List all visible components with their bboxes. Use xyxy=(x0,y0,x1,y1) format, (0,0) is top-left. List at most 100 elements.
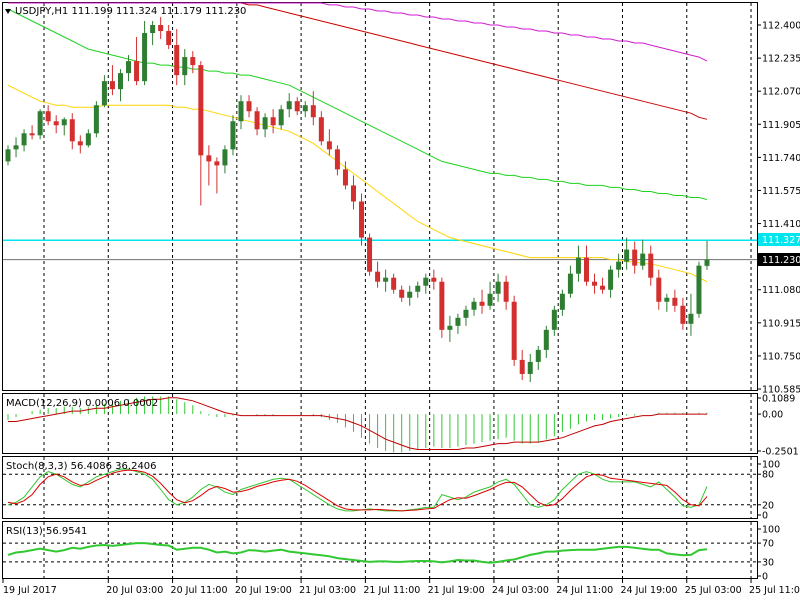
price-tick-label-0: 112.400 xyxy=(762,21,800,32)
rsi-pane-frame xyxy=(2,521,758,579)
main-header: USDJPY,H1 111.199 111.324 111.179 111.23… xyxy=(15,6,246,17)
candle-body-8 xyxy=(69,119,75,142)
candle-body-78 xyxy=(632,249,638,266)
candle-body-75 xyxy=(608,269,614,290)
rsi-indicator xyxy=(3,542,757,564)
candle-body-55 xyxy=(447,325,453,330)
candle-body-12 xyxy=(101,81,107,106)
candle-body-16 xyxy=(134,61,140,82)
price-tick-label-6: 111.410 xyxy=(762,219,800,230)
candles xyxy=(5,16,710,382)
candle-body-64 xyxy=(519,359,525,374)
price-tick-label-5: 111.575 xyxy=(762,186,800,197)
time-tick-label-8: 24 Jul 11:00 xyxy=(556,585,613,596)
candle-body-57 xyxy=(463,309,469,318)
candle-body-25 xyxy=(206,155,212,162)
candle-body-79 xyxy=(640,253,646,266)
stoch-indicator xyxy=(3,468,757,512)
candle-body-66 xyxy=(535,349,541,362)
candle-body-48 xyxy=(391,277,397,290)
vertical-grid xyxy=(43,3,752,578)
candle-body-58 xyxy=(471,301,477,310)
candle-body-33 xyxy=(270,117,276,126)
candle-body-73 xyxy=(592,281,598,286)
candle-body-47 xyxy=(383,277,389,282)
candle-body-54 xyxy=(439,281,445,330)
candle-body-29 xyxy=(238,101,244,122)
candle-body-0 xyxy=(5,149,11,162)
price-level-label: 111.230 xyxy=(762,255,800,266)
cyan-level-badge xyxy=(758,233,800,246)
time-tick-label-3: 20 Jul 19:00 xyxy=(235,585,292,596)
candle-body-11 xyxy=(93,105,99,134)
time-tick-label-5: 21 Jul 11:00 xyxy=(363,585,420,596)
candle-body-43 xyxy=(350,185,356,202)
candle-body-86 xyxy=(696,265,702,314)
candle-body-28 xyxy=(230,121,236,150)
time-tick-label-9: 24 Jul 19:00 xyxy=(620,585,677,596)
candle-body-50 xyxy=(407,291,413,298)
candle-body-59 xyxy=(479,301,485,306)
candle-body-71 xyxy=(575,257,581,274)
candle-body-77 xyxy=(624,249,630,262)
candle-body-51 xyxy=(415,285,421,292)
candle-body-14 xyxy=(117,73,123,90)
time-tick-label-7: 24 Jul 03:00 xyxy=(492,585,549,596)
candle-body-72 xyxy=(583,257,589,282)
candle-body-18 xyxy=(150,25,156,34)
price-tick-label-10: 110.750 xyxy=(762,351,800,362)
stoch-header: Stoch(8,3,3) 56.4086 36.2406 xyxy=(6,461,157,472)
stoch-tick-label-2: 20 xyxy=(762,500,774,511)
stoch-tick-label-3: 0 xyxy=(762,511,768,522)
candle-body-53 xyxy=(431,277,437,282)
macd-tick-label-1: 0.00 xyxy=(762,410,783,421)
candle-body-82 xyxy=(664,297,670,302)
cyan-level-label: 111.327 xyxy=(762,235,800,246)
time-tick-label-2: 20 Jul 11:00 xyxy=(171,585,228,596)
candle-body-60 xyxy=(487,293,493,306)
candle-body-40 xyxy=(326,141,332,150)
candle-body-5 xyxy=(45,111,51,122)
price-tick-label-8: 111.080 xyxy=(762,285,800,296)
candle-body-24 xyxy=(198,65,204,156)
rsi-tick-label-3: 0 xyxy=(762,572,768,583)
candle-body-10 xyxy=(85,133,91,146)
price-level-badge xyxy=(758,253,800,266)
dropdown-arrow-icon[interactable] xyxy=(5,9,11,14)
stoch-pane-frame xyxy=(2,456,758,519)
candle-body-65 xyxy=(527,361,533,374)
rsi-tick-label-2: 30 xyxy=(762,557,774,568)
candle-body-42 xyxy=(342,169,348,186)
candle-body-26 xyxy=(214,161,220,166)
stoch-line-signal xyxy=(7,469,708,512)
time-tick-label-11: 25 Jul 11:00 xyxy=(749,585,800,596)
candle-body-44 xyxy=(359,201,365,238)
rsi-header: RSI(13) 56.9541 xyxy=(6,526,87,537)
candle-body-69 xyxy=(559,293,565,310)
candle-body-83 xyxy=(672,297,678,306)
candle-body-9 xyxy=(77,141,83,146)
candle-body-1 xyxy=(13,145,19,150)
stoch-tick-label-1: 80 xyxy=(762,470,774,481)
price-tick-label-2: 112.070 xyxy=(762,87,800,98)
candle-body-32 xyxy=(262,117,268,130)
candle-body-39 xyxy=(318,117,324,142)
price-tick-label-4: 111.740 xyxy=(762,153,800,164)
candle-body-80 xyxy=(648,253,654,278)
candle-body-27 xyxy=(222,149,228,166)
macd-header: MACD(12,26,9) 0.0006 0.0002 xyxy=(6,398,158,409)
macd-tick-label-0: 0.1089 xyxy=(762,394,795,405)
candle-body-7 xyxy=(61,119,67,126)
candle-body-30 xyxy=(246,101,252,112)
candle-body-41 xyxy=(334,149,340,170)
candle-body-37 xyxy=(302,105,308,112)
candle-body-52 xyxy=(423,277,429,286)
candle-body-70 xyxy=(567,273,573,294)
candle-body-67 xyxy=(543,329,549,350)
candle-body-3 xyxy=(29,133,35,136)
candle-body-63 xyxy=(511,301,517,360)
time-tick-label-0: 19 Jul 2017 xyxy=(3,585,57,596)
candle-body-15 xyxy=(126,61,132,74)
rsi-line xyxy=(7,542,708,564)
